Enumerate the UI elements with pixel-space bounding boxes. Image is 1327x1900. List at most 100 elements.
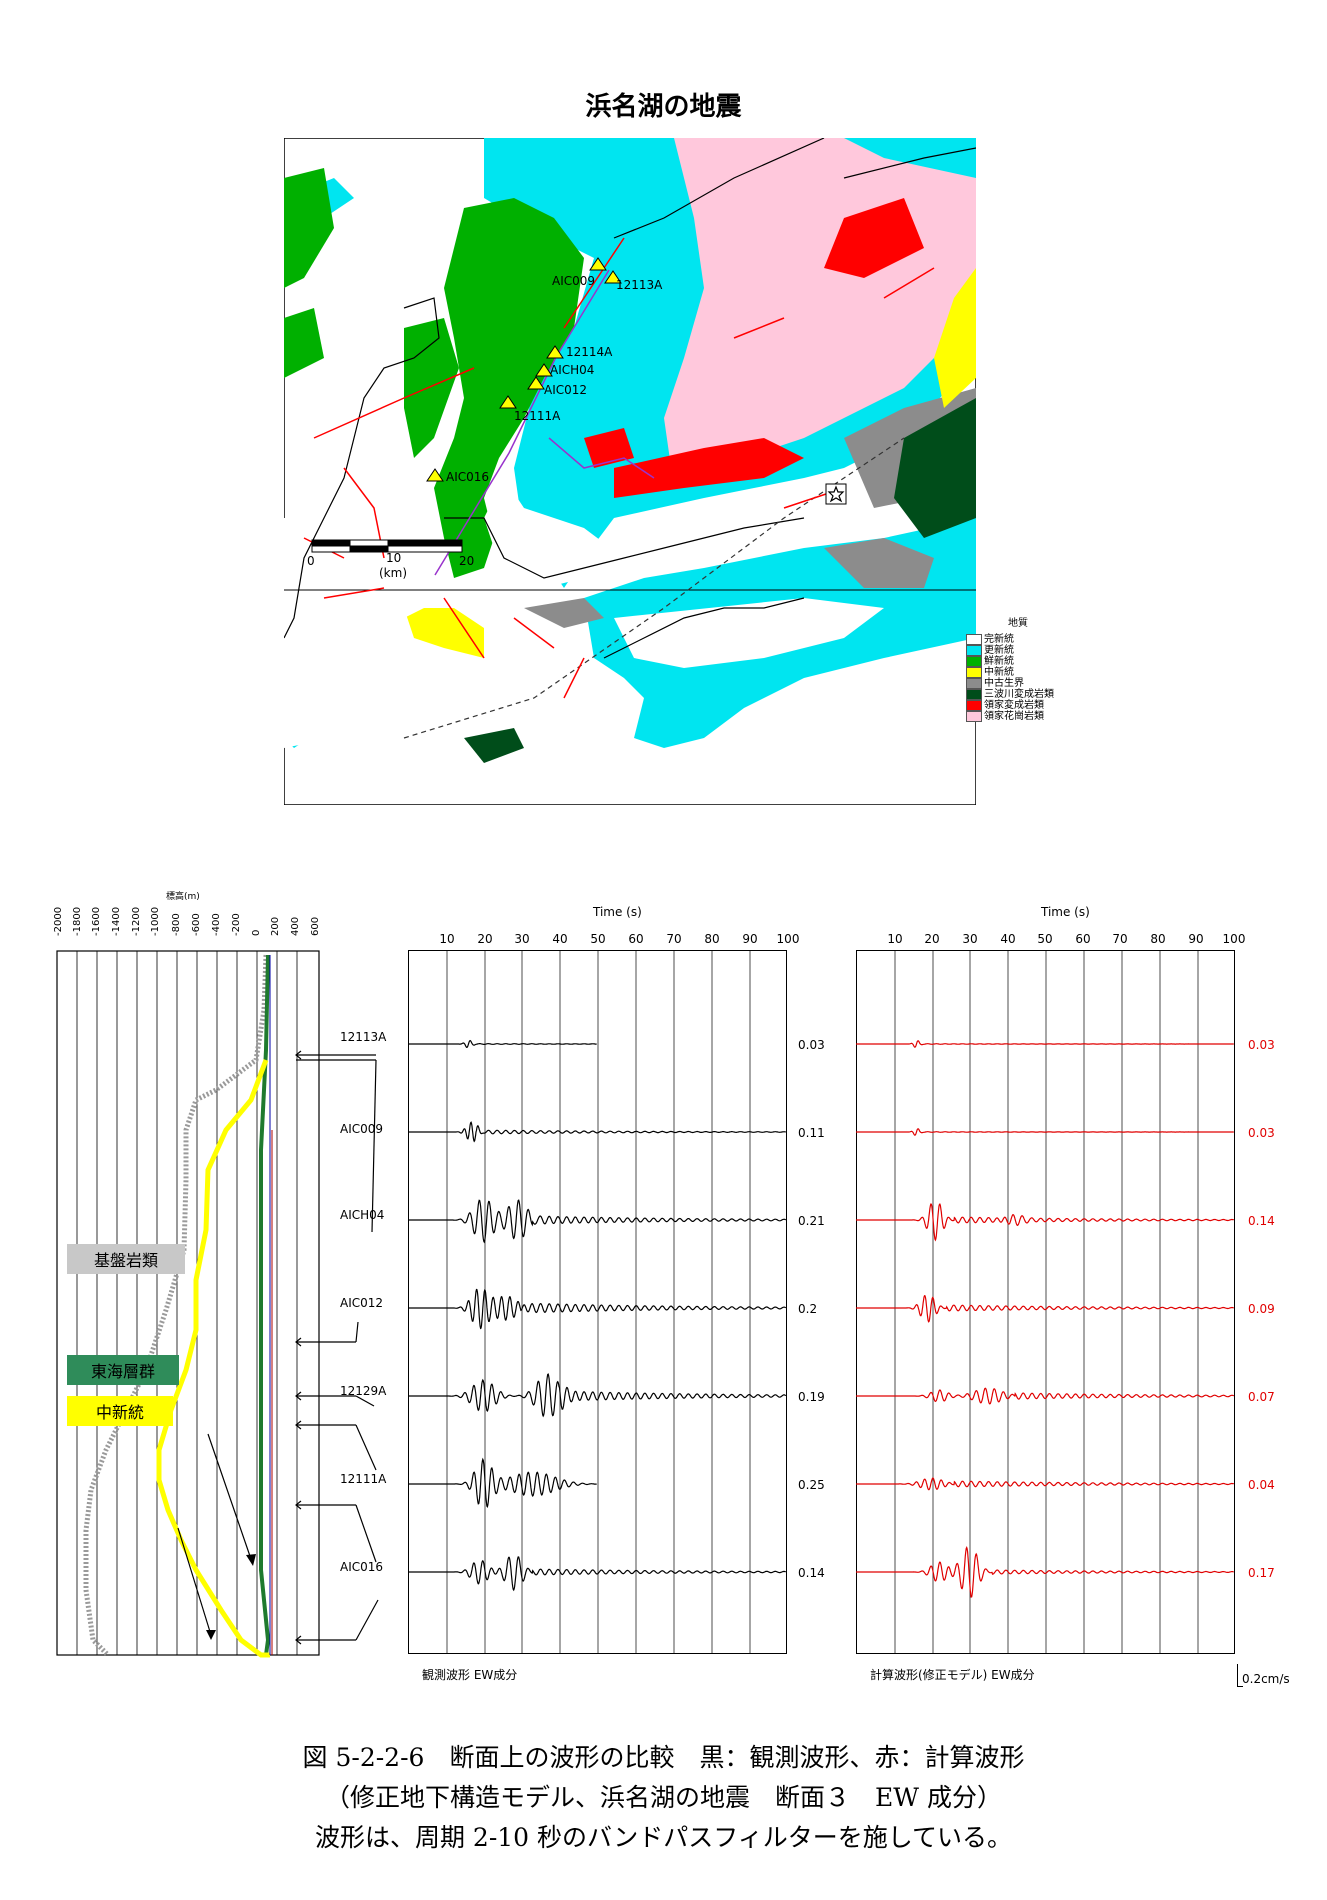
caption-line-1: 図 5-2-2-6 断面上の波形の比較 黒：観測波形、赤：計算波形 bbox=[302, 1743, 1025, 1772]
profile-tick: -1000 bbox=[150, 907, 161, 936]
station-label-12111A: 12111A bbox=[340, 1472, 387, 1486]
profile-tick: -600 bbox=[191, 913, 202, 936]
computed-time-tick: 60 bbox=[1075, 932, 1091, 946]
computed-amp-6: 0.17 bbox=[1248, 1566, 1275, 1580]
observed-amp-3: 0.2 bbox=[798, 1302, 818, 1316]
geology-map: AIC009 12113A 12114A AICH04 AIC012 12111… bbox=[284, 138, 976, 805]
observed-trace-AICH04 bbox=[408, 1199, 787, 1244]
map-station-AIC012: AIC012 bbox=[544, 383, 587, 397]
computed-trace-12129A bbox=[856, 1387, 1235, 1405]
observed-waveform-panel bbox=[408, 950, 787, 1654]
observed-amp-6: 0.14 bbox=[798, 1566, 825, 1580]
legend-swatch-ryoke-granite bbox=[966, 711, 982, 722]
computed-amp-1: 0.03 bbox=[1248, 1126, 1275, 1140]
observed-panel-label: 観測波形 EW成分 bbox=[422, 1668, 518, 1682]
observed-amp-0: 0.03 bbox=[798, 1038, 825, 1052]
computed-amp-0: 0.03 bbox=[1248, 1038, 1275, 1052]
amplitude-scale-base bbox=[1237, 1686, 1243, 1687]
legend-swatch-pliocene bbox=[966, 656, 982, 667]
legend-swatch-mesozoic bbox=[966, 678, 982, 689]
observed-trace-AIC012 bbox=[408, 1288, 787, 1330]
observed-amp-2: 0.21 bbox=[798, 1214, 825, 1228]
observed-time-tick: 30 bbox=[514, 932, 530, 946]
map-station-AIC016: AIC016 bbox=[446, 470, 489, 484]
observed-time-label: Time (s) bbox=[593, 905, 642, 919]
map-station-AIC009: AIC009 bbox=[552, 274, 595, 288]
scale-tick-20: 20 bbox=[459, 554, 475, 568]
computed-time-tick: 10 bbox=[887, 932, 903, 946]
profile-tick: -400 bbox=[211, 913, 222, 936]
figure-title: 浜名湖の地震 bbox=[585, 92, 742, 122]
computed-trace-AIC009 bbox=[856, 1128, 1234, 1136]
legend-swatch-sambagawa bbox=[966, 689, 982, 700]
computed-time-tick: 70 bbox=[1112, 932, 1128, 946]
observed-time-tick: 60 bbox=[628, 932, 644, 946]
caption-line-2: （修正地下構造モデル、浜名湖の地震 断面３ EW 成分） bbox=[325, 1783, 1002, 1812]
observed-trace-12113A bbox=[408, 1039, 597, 1049]
computed-trace-12111A bbox=[856, 1477, 1235, 1491]
profile-tick: -1600 bbox=[91, 907, 102, 936]
computed-amp-3: 0.09 bbox=[1248, 1302, 1275, 1316]
profile-axis-title: 標高(m) bbox=[166, 892, 200, 902]
map-station-12114A: 12114A bbox=[566, 345, 613, 359]
computed-trace-AIC012 bbox=[856, 1295, 1234, 1323]
legend-label-pleistocene: 更新統 bbox=[984, 645, 1014, 656]
computed-waveform-panel bbox=[856, 950, 1235, 1654]
profile-tick: 400 bbox=[290, 917, 301, 936]
caption-line-3: 波形は、周期 2-10 秒のバンドパスフィルターを施している。 bbox=[314, 1823, 1013, 1852]
scale-unit: (km) bbox=[379, 566, 408, 580]
profile-tick: 600 bbox=[310, 917, 321, 936]
station-label-12129A: 12129A bbox=[340, 1384, 387, 1398]
profile-tick: -1200 bbox=[131, 907, 142, 936]
profile-tick: 0 bbox=[251, 930, 262, 936]
computed-time-tick: 100 bbox=[1222, 932, 1246, 946]
station-label-AICH04: AICH04 bbox=[340, 1208, 385, 1222]
computed-time-tick: 80 bbox=[1150, 932, 1166, 946]
observed-trace-12111A bbox=[408, 1457, 597, 1508]
legend-label-pliocene: 鮮新統 bbox=[984, 656, 1014, 667]
profile-tick: 200 bbox=[270, 917, 281, 936]
legend-swatch-pleistocene bbox=[966, 645, 982, 656]
observed-amp-1: 0.11 bbox=[798, 1126, 825, 1140]
tag-basement: 基盤岩類 bbox=[67, 1244, 185, 1274]
computed-time-tick: 40 bbox=[1000, 932, 1016, 946]
legend-swatch-miocene bbox=[966, 667, 982, 678]
amplitude-scale-bar bbox=[1237, 1664, 1238, 1686]
computed-time-tick: 30 bbox=[962, 932, 978, 946]
computed-panel-label: 計算波形(修正モデル) EW成分 bbox=[870, 1668, 1035, 1682]
observed-time-tick: 80 bbox=[704, 932, 720, 946]
computed-time-tick: 50 bbox=[1037, 932, 1053, 946]
computed-amp-4: 0.07 bbox=[1248, 1390, 1275, 1404]
legend-label-mesozoic: 中古生界 bbox=[984, 678, 1024, 689]
observed-traces bbox=[408, 1039, 787, 1592]
computed-trace-12113A bbox=[856, 1040, 1234, 1048]
observed-time-tick: 40 bbox=[552, 932, 568, 946]
profile-tick-labels: -2000 -1800 -1600 -1400 -1200 -1000 -800… bbox=[53, 907, 321, 936]
observed-time-tick: 20 bbox=[477, 932, 493, 946]
map-station-AICH04: AICH04 bbox=[550, 363, 594, 377]
profile-tick: -800 bbox=[171, 913, 182, 936]
station-label-AIC016: AIC016 bbox=[340, 1560, 384, 1574]
legend-label-ryoke-meta: 領家変成岩類 bbox=[984, 700, 1044, 711]
computed-amp-2: 0.14 bbox=[1248, 1214, 1275, 1228]
observed-time-tick: 10 bbox=[439, 932, 455, 946]
elevation-profile bbox=[56, 950, 379, 1658]
map-station-12113A: 12113A bbox=[616, 278, 663, 292]
computed-time-label: Time (s) bbox=[1041, 905, 1090, 919]
observed-trace-12129A bbox=[408, 1373, 787, 1418]
observed-time-tick: 70 bbox=[666, 932, 682, 946]
computed-amp-5: 0.04 bbox=[1248, 1478, 1275, 1492]
tag-miocene: 中新統 bbox=[67, 1396, 173, 1426]
tag-tokai-group: 東海層群 bbox=[67, 1355, 179, 1385]
legend-title: 地質 bbox=[1008, 618, 1028, 629]
computed-trace-AICH04 bbox=[856, 1203, 1235, 1242]
legend-label-holocene: 完新統 bbox=[984, 634, 1014, 645]
computed-time-tick: 20 bbox=[924, 932, 940, 946]
station-label-12113A: 12113A bbox=[340, 1030, 387, 1044]
scale-tick-10: 10 bbox=[386, 551, 402, 565]
station-label-AIC012: AIC012 bbox=[340, 1296, 384, 1310]
observed-trace-AIC009 bbox=[408, 1121, 786, 1143]
station-label-AIC009: AIC009 bbox=[340, 1122, 384, 1136]
observed-trace-AIC016 bbox=[408, 1556, 787, 1592]
observed-amp-5: 0.25 bbox=[798, 1478, 825, 1492]
